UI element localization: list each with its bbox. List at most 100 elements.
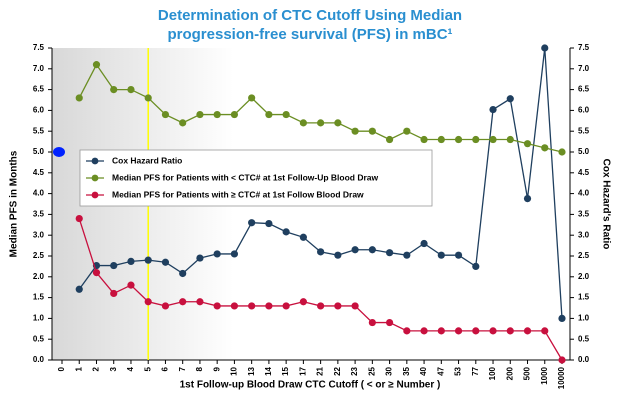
data-point [248,302,256,310]
data-point [213,250,221,258]
y-tick-label: 5.0 [33,147,45,156]
data-point [265,219,273,228]
y2-tick-label: 6.5 [578,85,590,94]
data-point [127,86,135,94]
data-point [506,95,514,103]
x-tick-label: 7 [178,366,187,371]
data-point [248,219,256,227]
data-point [541,44,549,52]
data-point [558,314,566,322]
y2-tick-label: 0.0 [578,355,590,364]
data-point [161,258,170,266]
y2-tick-label: 0.5 [578,334,590,343]
x-tick-label: 1000 [540,366,549,384]
y-tick-label: 6.5 [33,85,45,94]
data-point [196,110,204,119]
y-tick-label: 0.0 [33,355,45,364]
y-tick-label: 6.0 [33,106,45,115]
data-point [230,110,239,119]
x-tick-label: 100 [488,366,497,380]
data-point [420,135,428,144]
data-point [110,86,118,94]
y2-tick-label: 3.5 [578,210,590,219]
x-tick-label: 0 [57,366,66,371]
data-point [248,94,256,102]
data-point [420,327,428,335]
data-point [489,135,497,144]
data-point [558,148,566,156]
y2-tick-label: 2.5 [578,251,590,260]
legend-text: Cox Hazard Ratio [112,155,182,165]
data-point [127,281,135,289]
y2-tick-label: 5.0 [578,147,590,156]
y-axis-label: Median PFS in Months [9,150,20,257]
data-point [385,135,394,144]
x-tick-label: 17 [298,366,307,375]
data-point [523,194,532,203]
y2-tick-label: 3.0 [578,230,590,239]
data-point [144,94,152,102]
data-point [282,228,290,236]
data-point [179,119,187,127]
x-tick-label: 21 [316,366,325,375]
data-point [317,119,325,127]
x-tick-label: 30 [385,366,394,375]
data-point [144,298,152,306]
legend-text: Median PFS for Patients with < CTC# at 1… [112,172,379,182]
data-point [265,302,273,310]
chart-title: Determination of CTC Cutoff Using Median [158,7,462,24]
data-point [437,327,445,335]
data-point [541,144,549,152]
y-tick-label: 2.5 [33,251,45,260]
y2-tick-label: 1.5 [578,293,590,302]
x-tick-label: 2 [92,366,101,371]
data-point [523,140,532,148]
x-tick-label: 77 [471,366,480,375]
data-point [506,327,514,335]
data-point [92,61,101,69]
data-point [127,257,135,266]
data-point [179,269,187,278]
data-point [351,302,359,310]
data-point [351,246,359,254]
data-point [299,119,307,127]
y2-tick-label: 2.0 [578,272,590,281]
x-tick-label: 53 [454,366,463,375]
x-tick-label: 8 [195,366,204,371]
y-tick-label: 7.5 [33,43,45,52]
data-point [523,327,532,335]
chart-title: progression-free survival (PFS) in mBC¹ [167,26,452,43]
data-point [420,239,428,248]
x-tick-label: 13 [247,366,256,375]
legend-marker [91,191,99,199]
y2-tick-label: 7.5 [578,43,590,52]
data-point [230,302,239,310]
data-point [454,327,463,335]
data-point [196,254,204,262]
data-point [110,289,118,298]
legend-box [79,149,433,207]
y2-tick-label: 1.0 [578,314,590,323]
y2-tick-label: 5.5 [578,126,590,135]
legend-text: Median PFS for Patients with ≥ CTC# at 1… [112,189,364,199]
data-point [75,94,83,102]
x-tick-label: 3 [109,366,118,371]
x-axis-label: 1st Follow-up Blood Draw CTC Cutoff ( < … [180,380,441,391]
data-point [385,318,394,327]
data-point [351,127,359,135]
data-point [558,356,566,364]
data-point [161,302,170,310]
data-point [213,302,221,310]
data-point [75,285,83,293]
data-point [454,135,463,144]
data-point [489,327,497,335]
x-tick-label: 14 [264,366,273,375]
data-point [368,246,376,254]
x-tick-label: 1 [74,366,83,371]
data-point [403,251,411,259]
y-tick-label: 7.0 [33,64,45,73]
data-point [368,127,376,135]
x-tick-label: 4 [126,366,135,371]
data-point [472,327,480,335]
